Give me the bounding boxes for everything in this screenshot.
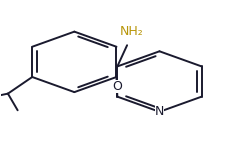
Text: N: N — [155, 105, 164, 118]
Text: O: O — [112, 80, 122, 93]
Text: NH₂: NH₂ — [120, 25, 144, 38]
